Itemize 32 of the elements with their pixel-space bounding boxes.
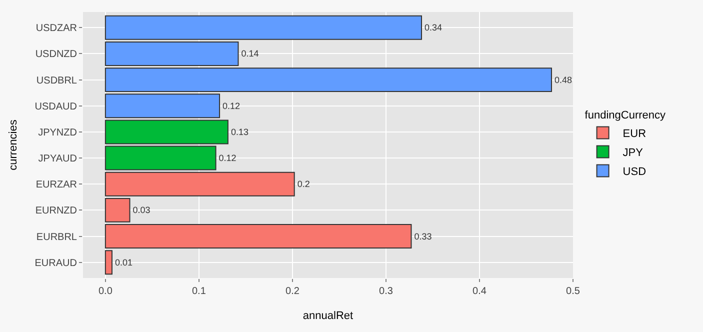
data-label: 0.03 — [132, 205, 150, 216]
y-tick-label: JPYAUD — [38, 154, 77, 165]
y-tick-label: EURZAR — [36, 180, 77, 191]
y-tick-label: USDAUD — [34, 101, 77, 112]
x-tick-label: 0.5 — [566, 286, 580, 297]
data-label: 0.12 — [222, 100, 240, 111]
x-tick-label: 0.4 — [472, 286, 487, 297]
x-tick-label: 0.2 — [286, 286, 300, 297]
data-label: 0.34 — [424, 22, 442, 33]
data-label: 0.33 — [414, 231, 432, 242]
y-tick-label: USDBRL — [36, 75, 78, 86]
legend-title: fundingCurrency — [584, 109, 666, 122]
data-label: 0.14 — [241, 48, 259, 59]
legend-label: EUR — [622, 128, 646, 140]
y-tick-label: JPYNZD — [38, 127, 77, 138]
x-axis-title: annualRet — [302, 310, 354, 322]
legend-label: JPY — [622, 147, 644, 160]
y-tick-label: USDZAR — [36, 23, 77, 34]
data-label: 0.48 — [554, 74, 572, 85]
x-tick-label: 0.3 — [379, 286, 394, 297]
data-label: 0.13 — [230, 126, 248, 137]
data-label: 0.12 — [218, 153, 236, 164]
data-label: 0.2 — [297, 179, 310, 190]
x-tick-label: 0.1 — [192, 286, 206, 297]
y-tick-label: USDNZD — [35, 49, 77, 60]
data-label: 0.01 — [114, 257, 133, 268]
legend-label: USD — [622, 166, 646, 178]
y-tick-label: EURAUD — [34, 258, 77, 269]
y-axis-title: currencies — [7, 119, 20, 170]
x-tick-label: 0.0 — [98, 286, 113, 297]
y-tick-label: EURNZD — [35, 206, 77, 217]
y-tick-label: EURBRL — [36, 232, 78, 243]
